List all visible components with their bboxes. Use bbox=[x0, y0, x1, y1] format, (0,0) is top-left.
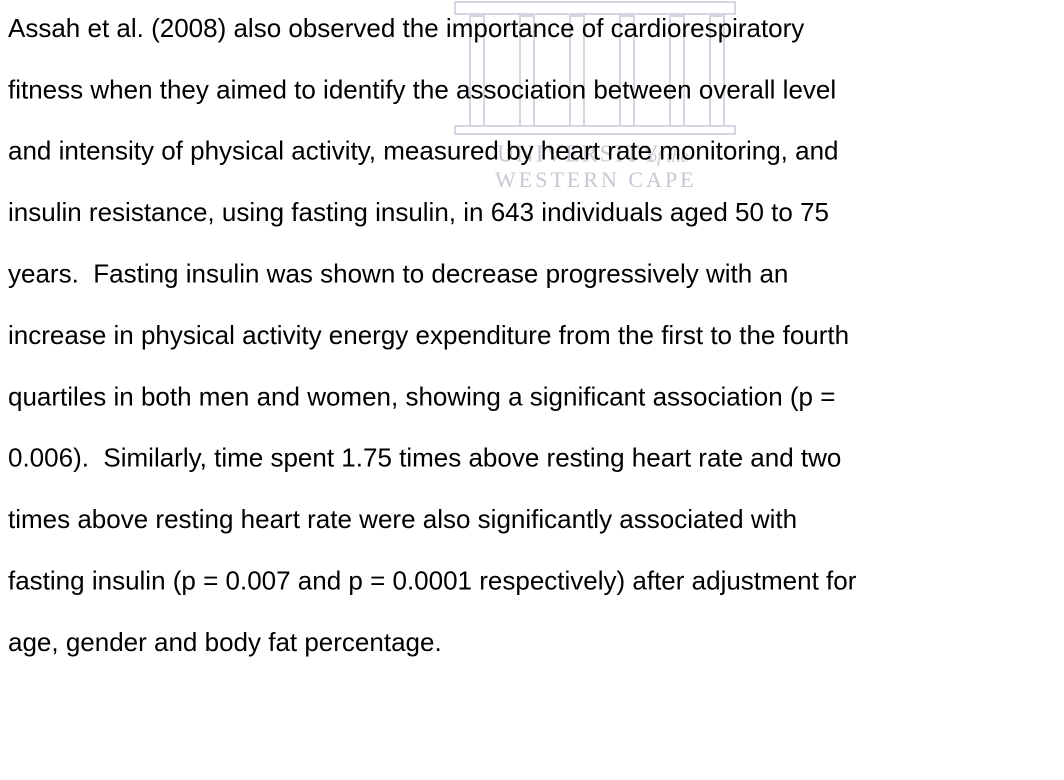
text-line: times above resting heart rate were also… bbox=[8, 504, 797, 534]
text-line: increase in physical activity energy exp… bbox=[8, 320, 849, 350]
watermark-text: UNIVERSITY bbox=[497, 142, 661, 168]
text-line: fasting insulin (p = 0.007 and p = 0.000… bbox=[8, 565, 857, 595]
text-line: age, gender and body fat percentage. bbox=[8, 627, 442, 657]
paragraph: Assah et al. (2008) also observed the im… bbox=[8, 13, 857, 657]
text-line: years. Fasting insulin was shown to decr… bbox=[8, 258, 788, 288]
text-line: and intensity of physical activity, meas… bbox=[8, 136, 839, 166]
text-line: Assah et al. (2008) also observed the im… bbox=[8, 13, 804, 43]
watermark bbox=[454, 1, 736, 135]
watermark-text: of the bbox=[648, 146, 689, 166]
text-line: quartiles in both men and women, showing… bbox=[8, 381, 835, 411]
watermark-text: WESTERN CAPE bbox=[495, 167, 697, 192]
text-line: fitness when they aimed to identify the … bbox=[8, 74, 836, 104]
text-line: 0.006). Similarly, time spent 1.75 times… bbox=[8, 443, 841, 473]
text-line: insulin resistance, using fasting insuli… bbox=[8, 197, 829, 227]
